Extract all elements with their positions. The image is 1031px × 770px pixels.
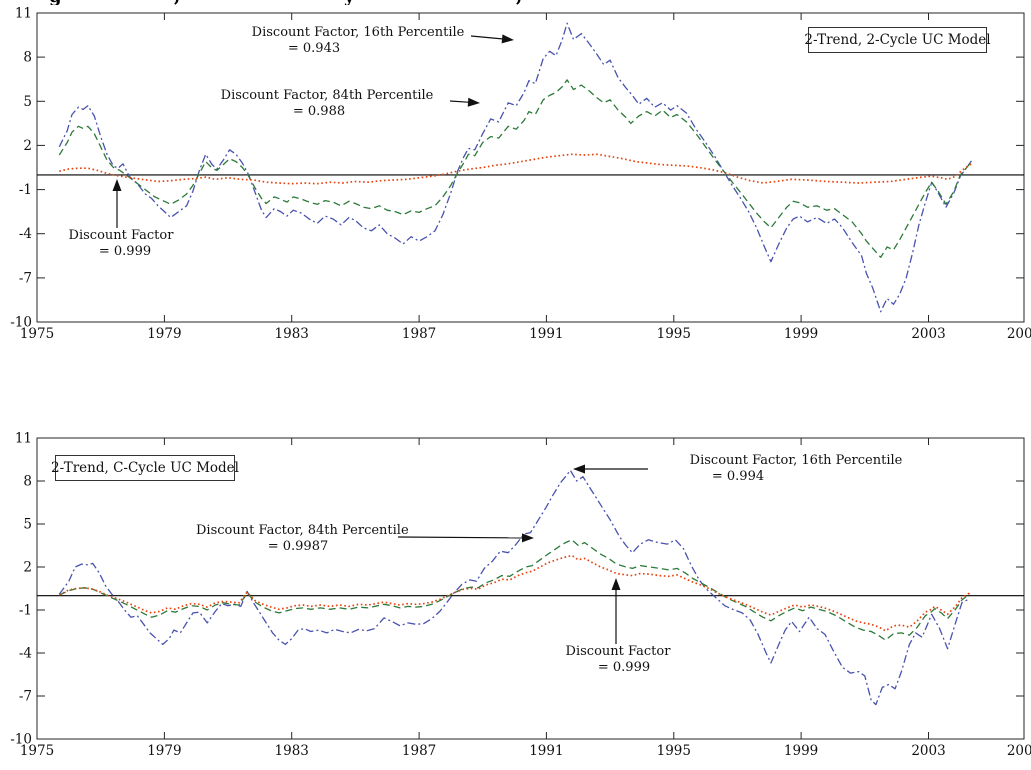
y-tick-label: -1 — [19, 603, 32, 619]
clipped-title-glyph: g — [49, 0, 62, 5]
y-tick-label: -7 — [19, 270, 32, 286]
x-tick-label: 2003 — [911, 743, 945, 759]
annotation-text: Discount Factor — [68, 228, 174, 243]
x-tick-label: 1987 — [402, 326, 436, 342]
x-tick-label: 1975 — [20, 743, 54, 759]
annotation-arrowhead — [521, 533, 534, 543]
annotation-arrow-line — [449, 100, 469, 103]
annotation-text: Discount Factor — [565, 644, 671, 659]
series-line-dashed-bottom — [59, 539, 971, 641]
annotation-84th-percentile-bottom: Discount Factor, 84th Percentile = 0.998… — [196, 523, 409, 555]
annotation-16th-percentile-bottom: Discount Factor, 16th Percentile = 0.994 — [650, 453, 942, 485]
annotation-value: = 0.9987 — [267, 539, 329, 554]
series-line-dashdot-bottom — [58, 469, 971, 706]
annotation-text: Discount Factor, 84th Percentile — [220, 88, 434, 103]
annotation-text: Discount Factor, 16th Percentile — [251, 25, 465, 40]
y-tick-label: -10 — [10, 315, 32, 331]
annotation-median-bottom: Discount Factor = 0.999 — [538, 644, 698, 676]
model-label-bottom: 2-Trend, C-Cycle UC Model — [51, 460, 239, 476]
x-tick-label: 2003 — [911, 326, 945, 342]
annotation-arrowhead — [573, 464, 585, 474]
x-tick-label: 1991 — [529, 326, 563, 342]
y-tick-label: 8 — [23, 50, 32, 66]
x-tick-label: 1999 — [784, 743, 818, 759]
y-tick-label: 2 — [23, 138, 32, 154]
y-tick-label: -4 — [19, 226, 32, 242]
clipped-title-fragment: g, y, — [0, 0, 700, 5]
annotation-value: = 0.999 — [98, 244, 152, 259]
annotation-value: = 0.943 — [287, 41, 341, 56]
y-tick-label: -4 — [19, 646, 32, 662]
model-label-box-top: 2-Trend, 2-Cycle UC Model — [804, 27, 991, 53]
y-tick-label: 8 — [23, 474, 32, 490]
y-tick-label: -10 — [10, 732, 32, 748]
annotation-value: = 0.999 — [597, 660, 651, 675]
x-tick-label: 1979 — [147, 326, 181, 342]
annotation-value: = 0.988 — [292, 104, 346, 119]
y-tick-label: 11 — [15, 6, 32, 22]
series-line-dotted-bottom — [58, 554, 971, 632]
x-tick-label: 1979 — [147, 743, 181, 759]
model-label-top: 2-Trend, 2-Cycle UC Model — [804, 32, 991, 48]
x-tick-label: 1999 — [784, 326, 818, 342]
series-line-dashdot-top — [58, 22, 973, 313]
series-line-dashed-top — [58, 79, 973, 258]
annotation-value: = 0.994 — [711, 469, 765, 484]
clipped-title-glyph: , — [174, 0, 180, 5]
clipped-title-glyph: y — [344, 0, 354, 5]
annotation-arrowhead — [467, 97, 480, 107]
annotation-arrowhead — [501, 34, 514, 44]
x-tick-label: 1987 — [402, 743, 436, 759]
annotation-arrowhead — [611, 578, 621, 590]
annotation-arrow-line — [397, 536, 523, 539]
y-tick-label: -1 — [19, 182, 32, 198]
y-tick-label: 11 — [15, 431, 32, 447]
y-tick-label: 2 — [23, 560, 32, 576]
annotation-text: Discount Factor, 84th Percentile — [196, 523, 409, 538]
annotation-16th-percentile-top: Discount Factor, 16th Percentile = 0.943 — [240, 25, 476, 57]
y-tick-label: -7 — [19, 689, 32, 705]
x-tick-label: 1983 — [275, 326, 309, 342]
y-tick-label: 5 — [23, 517, 32, 533]
annotation-arrow-line — [470, 35, 503, 40]
chart-2-plot-box — [36, 437, 1025, 740]
annotation-median-top: Discount Factor = 0.999 — [41, 228, 201, 260]
annotation-84th-percentile-top: Discount Factor, 84th Percentile = 0.988 — [203, 88, 451, 120]
clipped-title-glyph: , — [516, 0, 522, 5]
x-tick-label: 1983 — [275, 743, 309, 759]
chart-1-plot-box — [36, 12, 1025, 323]
annotation-arrowhead — [112, 179, 122, 191]
x-tick-label: 1975 — [20, 326, 54, 342]
x-tick-label: 1991 — [529, 743, 563, 759]
model-label-box-bottom: 2-Trend, C-Cycle UC Model — [51, 455, 239, 481]
x-tick-label: 2006 — [1007, 743, 1031, 759]
annotation-text: Discount Factor, 16th Percentile — [689, 453, 903, 468]
x-tick-label: 2006 — [1007, 326, 1031, 342]
x-tick-label: 1995 — [657, 326, 691, 342]
x-tick-label: 1995 — [657, 743, 691, 759]
y-tick-label: 5 — [23, 94, 32, 110]
series-line-dotted-top — [59, 153, 972, 185]
